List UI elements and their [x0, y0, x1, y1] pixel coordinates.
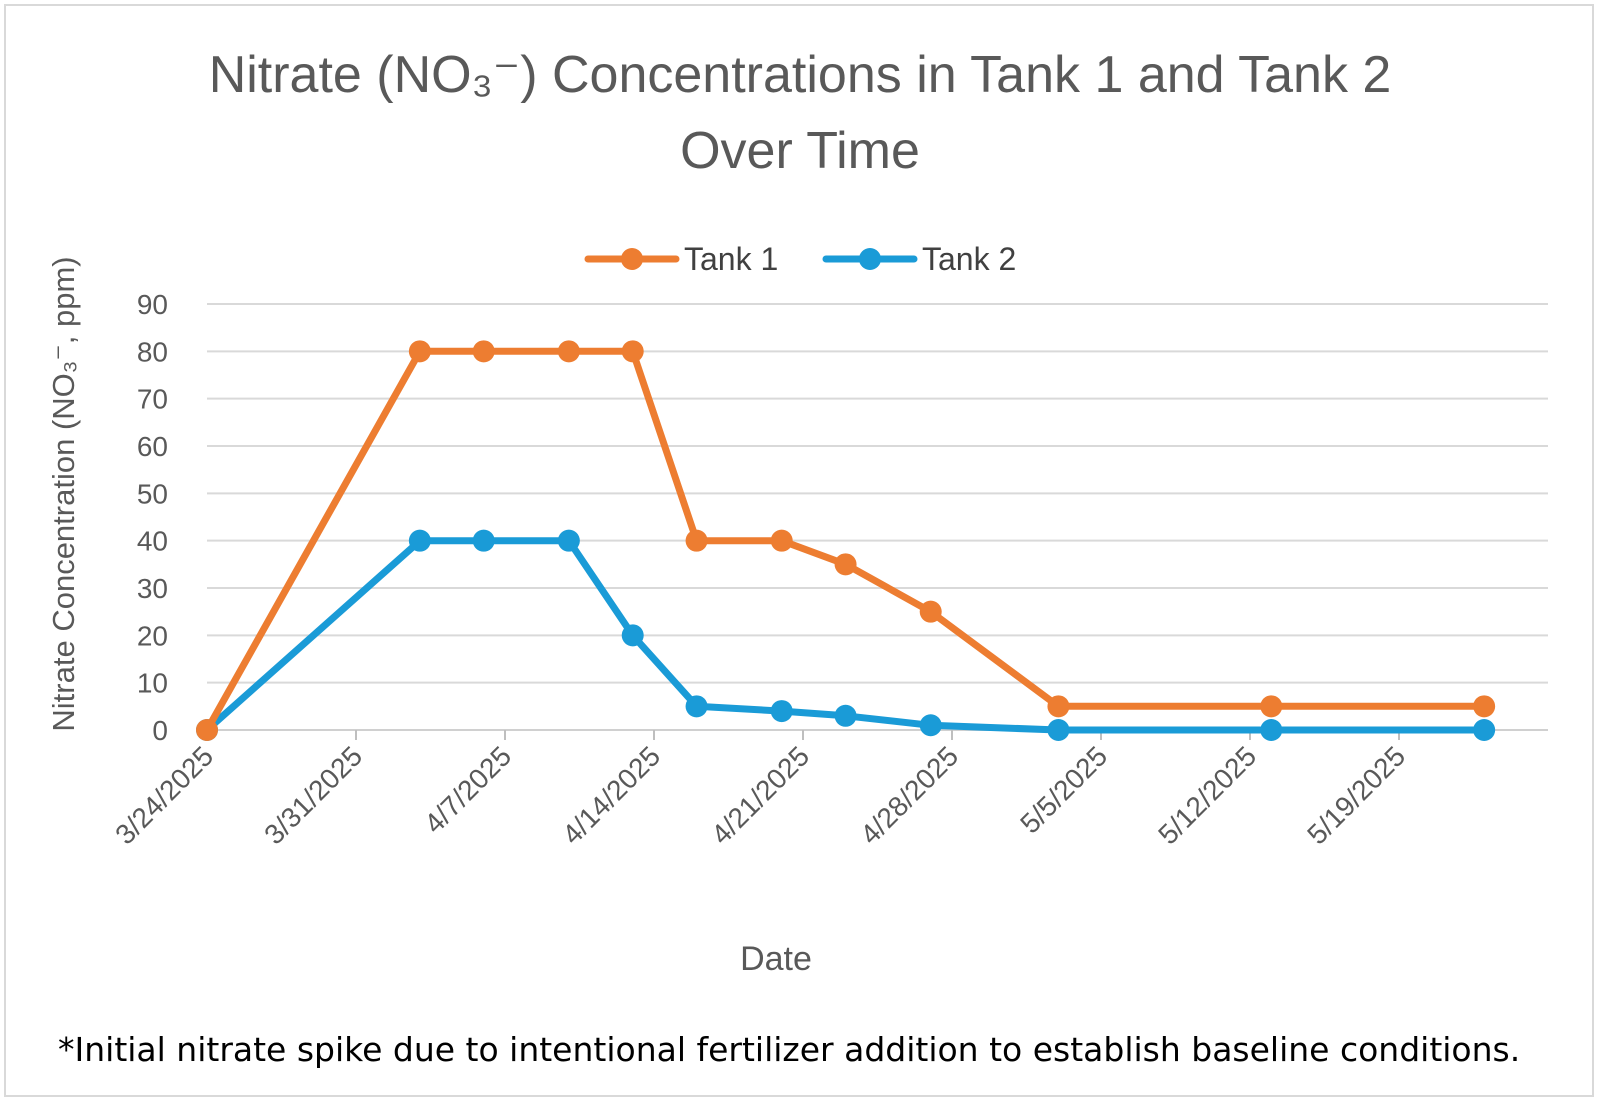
- x-tick-label-3: 4/14/2025: [556, 740, 666, 850]
- data-point-tank-1-7: [834, 553, 857, 576]
- chart-title-line-2: Over Time: [680, 122, 920, 180]
- y-tick-label-0: 0: [152, 715, 168, 746]
- x-axis: 3/24/2025 3/31/2025 4/7/2025 4/14/2025 4/21/…: [109, 730, 1411, 850]
- y-tick-label-10: 10: [137, 668, 168, 699]
- x-tick-label-0: 3/24/2025: [109, 740, 219, 850]
- y-tick-label-60: 60: [137, 431, 168, 462]
- data-point-tank-2-3: [557, 529, 580, 552]
- y-tick-label-40: 40: [137, 526, 168, 557]
- series-tank-1: [196, 340, 1496, 741]
- legend-marker-tank-1: [621, 248, 643, 270]
- legend-label-tank-2: Tank 2: [922, 241, 1016, 277]
- data-point-tank-1-3: [557, 340, 580, 363]
- data-point-tank-1-2: [472, 340, 495, 363]
- y-tick-label-50: 50: [137, 478, 168, 509]
- data-point-tank-2-1: [408, 529, 431, 552]
- x-axis-title: Date: [740, 940, 812, 978]
- data-point-tank-2-5: [685, 695, 708, 718]
- legend: Tank 1 Tank 2: [584, 241, 1016, 277]
- x-tick-label-7: 5/12/2025: [1152, 740, 1262, 850]
- data-point-tank-2-10: [1260, 719, 1283, 741]
- data-point-tank-1-0: [196, 719, 218, 741]
- data-point-tank-2-8: [919, 714, 942, 737]
- data-point-tank-1-11: [1473, 695, 1496, 718]
- footnote: *Initial nitrate spike due to intentiona…: [58, 1030, 1521, 1069]
- data-point-tank-1-1: [408, 340, 431, 363]
- data-point-tank-1-10: [1260, 695, 1283, 718]
- x-tick-label-2: 4/7/2025: [418, 740, 517, 839]
- legend-marker-tank-2: [859, 248, 881, 270]
- data-point-tank-2-7: [834, 704, 857, 727]
- chart-frame: [4, 4, 1594, 1097]
- data-point-tank-1-8: [919, 600, 942, 623]
- chart-title-line-1: Nitrate (NO₃⁻) Concentrations in Tank 1 …: [209, 46, 1392, 104]
- x-tick-label-6: 5/5/2025: [1014, 740, 1113, 839]
- data-point-tank-2-6: [770, 700, 793, 723]
- data-point-tank-2-11: [1473, 719, 1496, 741]
- x-tick-label-5: 4/28/2025: [854, 740, 964, 850]
- y-tick-label-70: 70: [137, 384, 168, 415]
- y-axis-tick-labels: 0 10 20 30 40 50 60 70 80 90: [137, 289, 168, 746]
- y-tick-label-30: 30: [137, 573, 168, 604]
- data-point-tank-1-9: [1047, 695, 1070, 718]
- x-tick-label-4: 4/21/2025: [705, 740, 815, 850]
- y-tick-label-90: 90: [137, 289, 168, 320]
- legend-label-tank-1: Tank 1: [684, 241, 778, 277]
- data-point-tank-1-6: [770, 529, 793, 552]
- y-tick-label-80: 80: [137, 336, 168, 367]
- data-point-tank-2-2: [472, 529, 495, 552]
- data-point-tank-1-5: [685, 529, 708, 552]
- series-lines: [196, 340, 1496, 741]
- x-tick-label-1: 3/31/2025: [258, 740, 368, 850]
- data-point-tank-1-4: [621, 340, 644, 363]
- y-axis-title: Nitrate Concentration (NO₃⁻, ppm): [46, 256, 81, 731]
- data-point-tank-2-9: [1047, 719, 1070, 741]
- data-point-tank-2-4: [621, 624, 644, 647]
- gridlines: [207, 303, 1548, 731]
- x-tick-label-8: 5/19/2025: [1301, 740, 1411, 850]
- y-tick-label-20: 20: [137, 620, 168, 651]
